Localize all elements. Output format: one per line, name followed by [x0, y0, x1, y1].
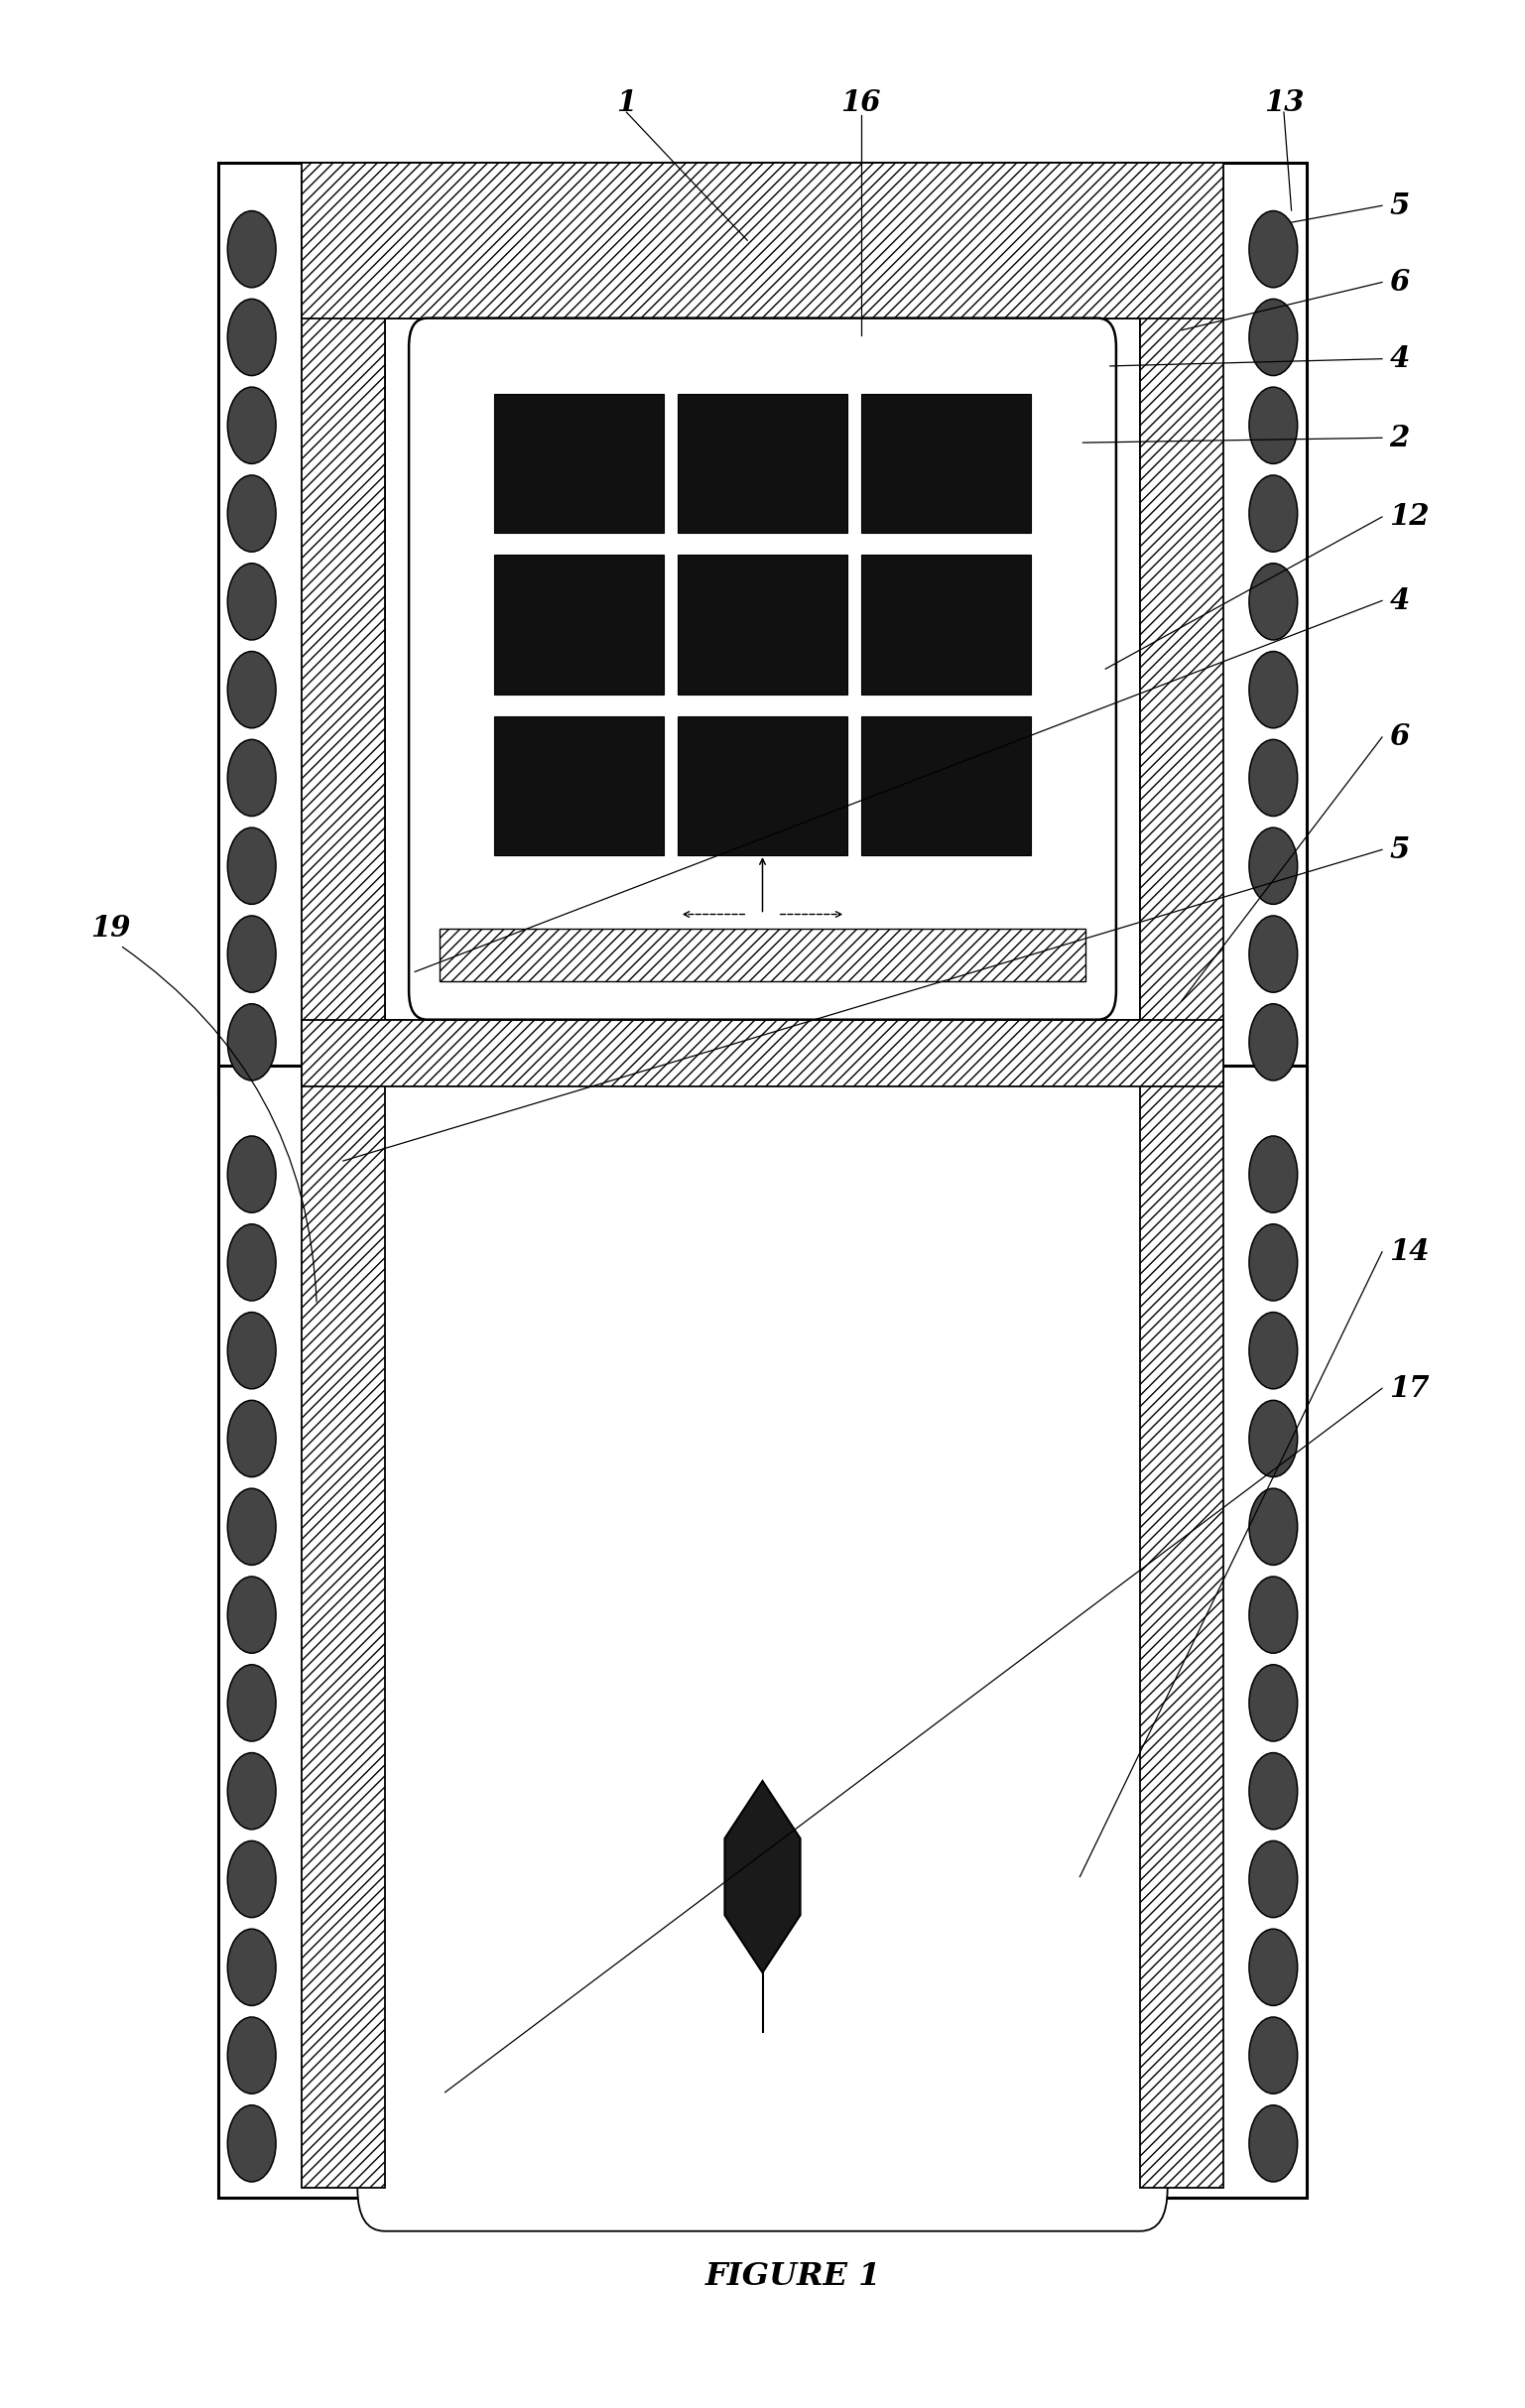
Bar [494, 393, 663, 532]
Bar [439, 929, 1086, 982]
Circle shape [227, 1488, 276, 1565]
Bar [862, 393, 1031, 532]
Text: 4: 4 [1389, 585, 1409, 614]
Circle shape [227, 1840, 276, 1917]
FancyBboxPatch shape [409, 318, 1116, 1019]
Text: 14: 14 [1389, 1238, 1430, 1267]
Circle shape [1249, 2105, 1298, 2182]
Circle shape [227, 212, 276, 287]
Text: 13: 13 [1264, 89, 1304, 118]
Bar [677, 554, 848, 694]
Text: 19: 19 [90, 915, 130, 944]
Bar [1141, 1074, 1223, 2189]
Circle shape [1249, 474, 1298, 551]
Circle shape [227, 474, 276, 551]
Circle shape [227, 1401, 276, 1476]
Text: FIGURE 1: FIGURE 1 [705, 2261, 881, 2292]
Circle shape [227, 299, 276, 376]
Bar [384, 318, 1141, 1019]
Bar [218, 161, 1307, 1096]
Circle shape [1249, 739, 1298, 816]
Text: 6: 6 [1389, 267, 1409, 296]
Circle shape [1249, 1577, 1298, 1654]
Circle shape [1249, 1840, 1298, 1917]
Bar [1141, 171, 1223, 1086]
Circle shape [1249, 388, 1298, 465]
Circle shape [1249, 653, 1298, 727]
Circle shape [227, 2018, 276, 2093]
Text: 5: 5 [1389, 190, 1409, 219]
Bar [494, 554, 663, 694]
Circle shape [1249, 1312, 1298, 1389]
Circle shape [227, 739, 276, 816]
Bar [494, 715, 663, 855]
Circle shape [227, 1929, 276, 2006]
Text: 6: 6 [1389, 722, 1409, 751]
Circle shape [227, 1312, 276, 1389]
FancyBboxPatch shape [357, 1031, 1168, 2232]
Text: 2: 2 [1389, 424, 1409, 453]
Text: 4: 4 [1389, 344, 1409, 373]
Circle shape [227, 1664, 276, 1741]
Circle shape [1249, 212, 1298, 287]
Circle shape [1249, 563, 1298, 641]
Circle shape [227, 1753, 276, 1830]
Text: 1: 1 [616, 89, 636, 118]
Circle shape [1249, 915, 1298, 992]
Circle shape [1249, 1929, 1298, 2006]
Bar [218, 1064, 1307, 2199]
Circle shape [1249, 1137, 1298, 1214]
Bar [302, 171, 384, 1086]
Bar [302, 1074, 384, 2189]
Circle shape [227, 828, 276, 905]
Circle shape [227, 915, 276, 992]
Text: 17: 17 [1389, 1375, 1430, 1404]
Text: 5: 5 [1389, 836, 1409, 864]
Bar [862, 554, 1031, 694]
Bar [862, 715, 1031, 855]
Bar [677, 715, 848, 855]
Circle shape [1249, 1401, 1298, 1476]
Circle shape [1249, 828, 1298, 905]
Bar [302, 161, 1223, 318]
Circle shape [227, 2105, 276, 2182]
Circle shape [227, 1577, 276, 1654]
Circle shape [1249, 1753, 1298, 1830]
Circle shape [227, 1223, 276, 1300]
Circle shape [227, 653, 276, 727]
Circle shape [227, 1004, 276, 1081]
Text: 16: 16 [840, 89, 881, 118]
Circle shape [1249, 299, 1298, 376]
Bar [677, 393, 848, 532]
Circle shape [227, 1137, 276, 1214]
Circle shape [1249, 2018, 1298, 2093]
Circle shape [1249, 1004, 1298, 1081]
Circle shape [1249, 1223, 1298, 1300]
Polygon shape [724, 1782, 801, 1972]
Text: 12: 12 [1389, 503, 1430, 532]
Bar [302, 1019, 1223, 1086]
Circle shape [227, 388, 276, 465]
Circle shape [227, 563, 276, 641]
Circle shape [1249, 1664, 1298, 1741]
Circle shape [1249, 1488, 1298, 1565]
